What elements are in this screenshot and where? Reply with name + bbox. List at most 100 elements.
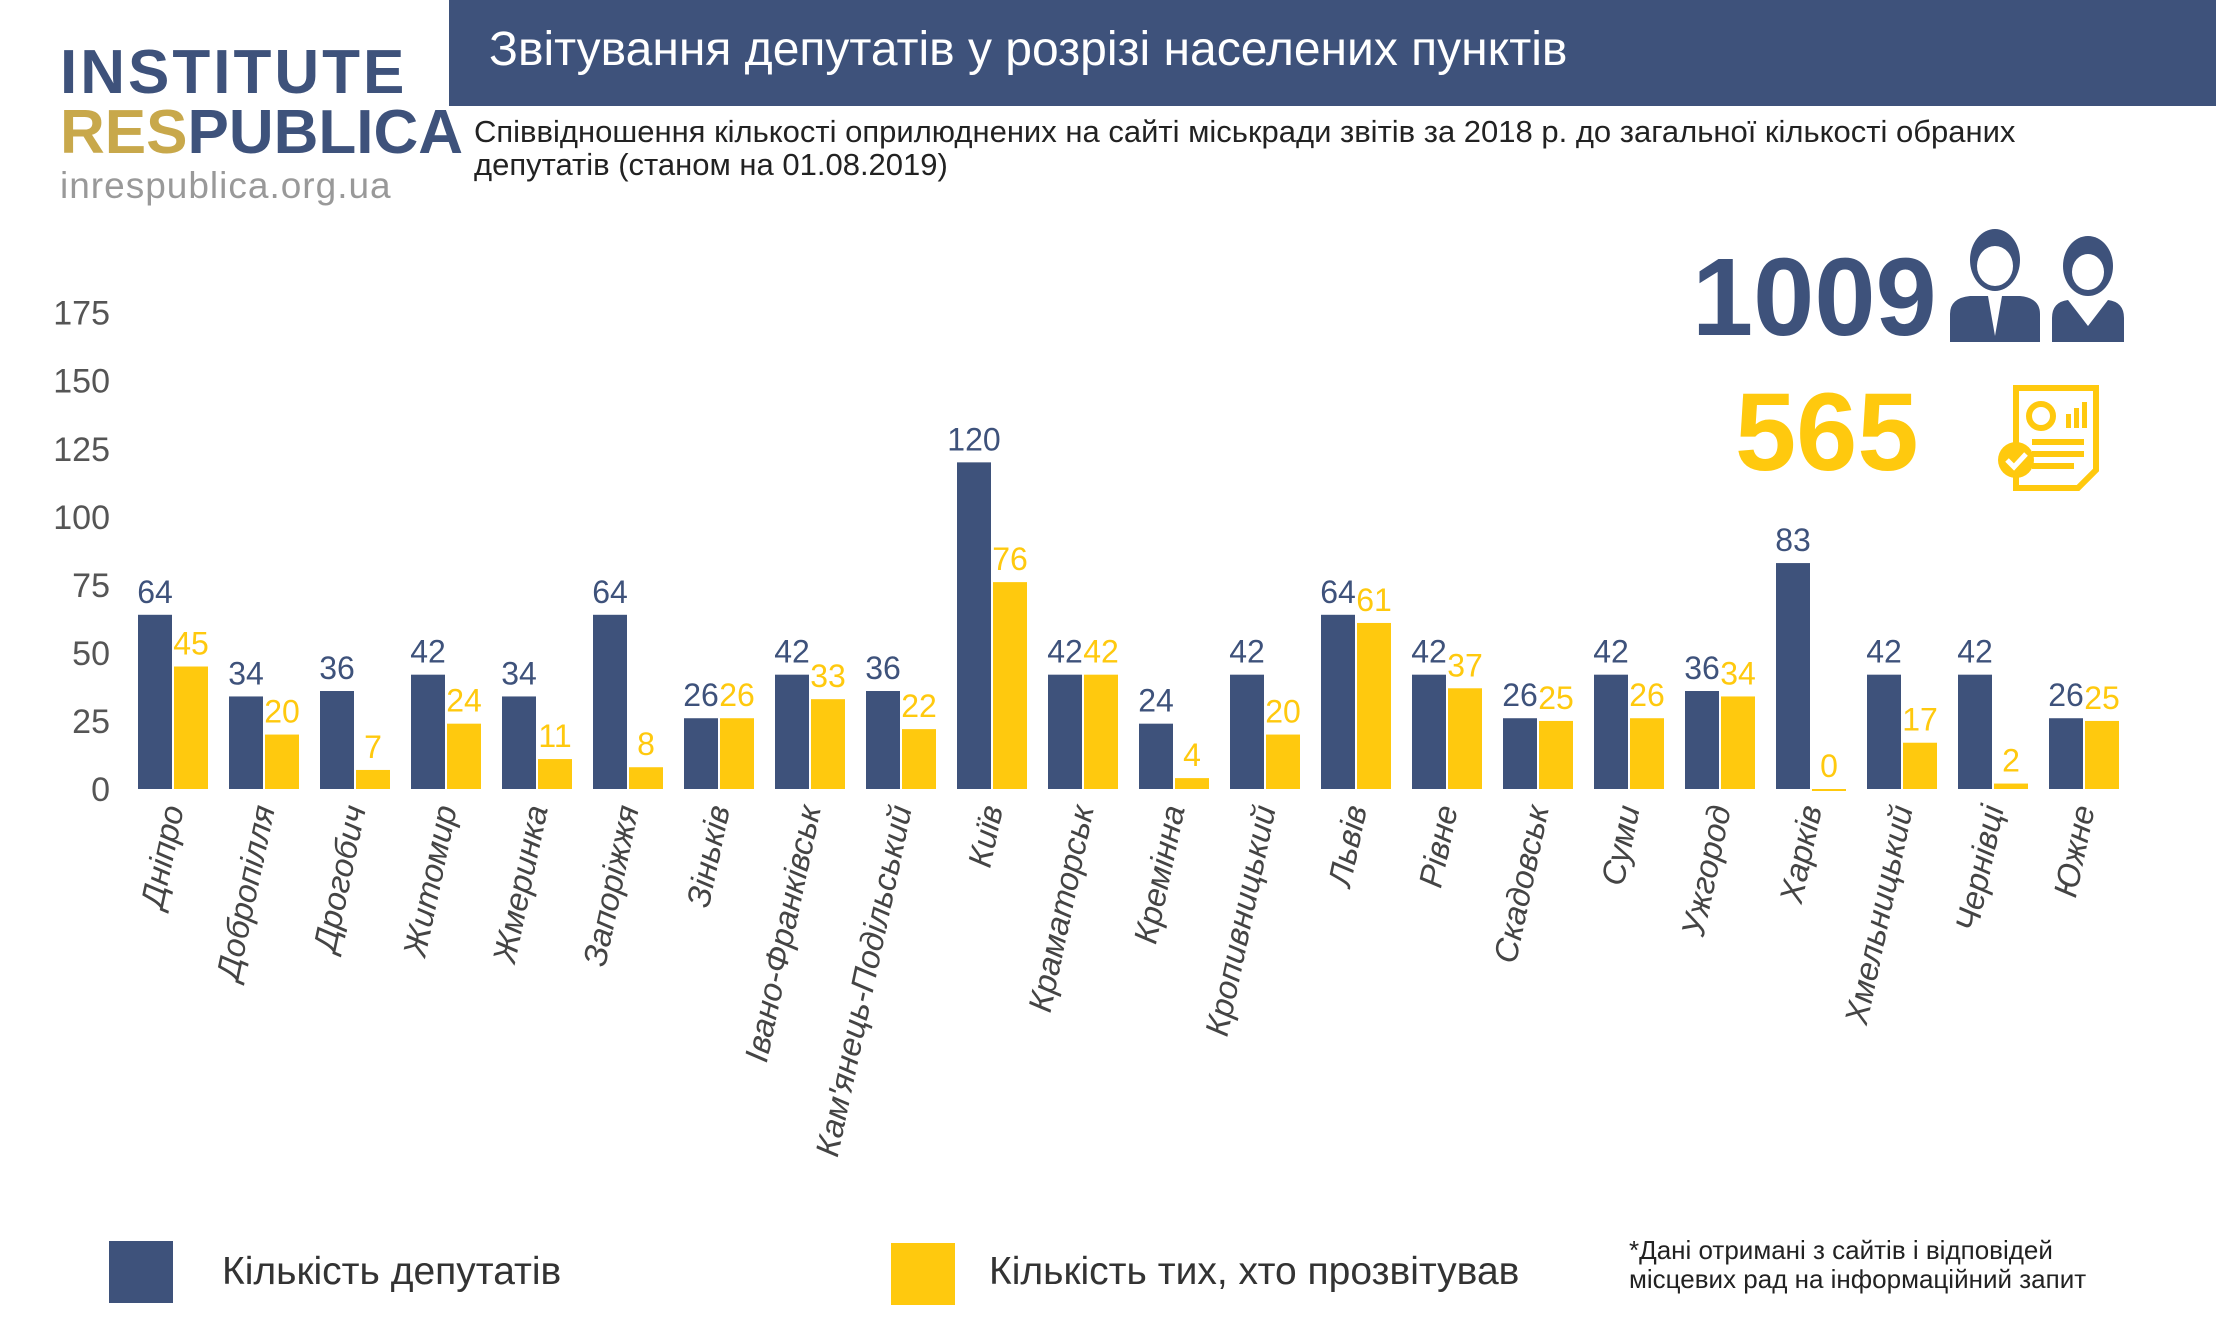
logo-res: RES xyxy=(60,98,188,167)
value-label-reported: 24 xyxy=(446,683,482,719)
value-label-deputies: 36 xyxy=(319,650,355,686)
x-tick-label: Скадовськ xyxy=(1486,800,1556,966)
bar-reported xyxy=(1539,720,1573,789)
value-label-reported: 34 xyxy=(1720,655,1756,691)
bar-deputies xyxy=(320,691,354,789)
value-label-deputies: 42 xyxy=(1593,634,1629,670)
value-label-deputies: 83 xyxy=(1775,522,1811,558)
value-label-deputies: 26 xyxy=(683,677,719,713)
value-label-deputies: 64 xyxy=(137,574,173,610)
value-label-reported: 45 xyxy=(173,626,209,662)
x-tick-label: Кам'янець-Подільський xyxy=(808,802,919,1160)
value-label-deputies: 26 xyxy=(1502,677,1538,713)
x-tick-label: Запоріжжя xyxy=(576,802,646,970)
x-tick-label: Чернівці xyxy=(1948,800,2011,934)
bar-deputies xyxy=(1412,674,1446,789)
logo-line1: INSTITUTE xyxy=(60,38,408,107)
logo-publica: PUBLICA xyxy=(187,98,464,167)
bar-reported xyxy=(1721,696,1755,789)
bar-reported xyxy=(811,699,845,789)
value-label-deputies: 26 xyxy=(2048,677,2084,713)
bar-reported xyxy=(720,718,754,789)
bar-deputies xyxy=(1230,674,1264,789)
x-tick-label: Дніпро xyxy=(132,802,191,915)
x-tick-label: Добропілля xyxy=(208,802,282,987)
value-label-reported: 26 xyxy=(1629,677,1665,713)
value-label-reported: 2 xyxy=(2002,743,2020,779)
value-label-reported: 76 xyxy=(992,541,1028,577)
bar-deputies xyxy=(684,718,718,789)
x-tick-label: Жмеринка xyxy=(485,802,555,968)
y-tick-label: 100 xyxy=(53,499,110,537)
x-tick-label: Київ xyxy=(961,802,1010,871)
value-label-deputies: 42 xyxy=(774,634,810,670)
value-label-deputies: 34 xyxy=(228,655,264,691)
y-tick-label: 150 xyxy=(53,363,110,401)
value-label-reported: 42 xyxy=(1083,634,1119,670)
bar-deputies xyxy=(1958,674,1992,789)
value-label-reported: 8 xyxy=(637,726,655,762)
value-label-reported: 0 xyxy=(1820,748,1838,784)
x-tick-label: Ужгород xyxy=(1674,802,1738,940)
value-label-deputies: 64 xyxy=(1320,574,1356,610)
bar-deputies xyxy=(1867,674,1901,789)
value-label-deputies: 36 xyxy=(865,650,901,686)
subtitle: Співвідношення кількості оприлюднених на… xyxy=(474,114,2016,182)
value-label-reported: 61 xyxy=(1356,582,1392,618)
legend-swatch-deputies xyxy=(109,1241,173,1303)
value-label-deputies: 120 xyxy=(947,421,1000,457)
bar-deputies xyxy=(957,462,991,789)
value-label-deputies: 42 xyxy=(1411,634,1447,670)
bar-deputies xyxy=(1048,674,1082,789)
value-label-reported: 20 xyxy=(1265,694,1301,730)
y-tick-label: 0 xyxy=(91,771,110,809)
bar-deputies xyxy=(138,614,172,789)
value-label-deputies: 36 xyxy=(1684,650,1720,686)
value-label-deputies: 42 xyxy=(1866,634,1902,670)
value-label-reported: 26 xyxy=(719,677,755,713)
y-tick-label: 50 xyxy=(72,635,110,673)
x-tick-label: Зіньків xyxy=(679,802,737,911)
value-label-reported: 4 xyxy=(1183,737,1201,773)
value-label-reported: 25 xyxy=(1538,680,1574,716)
value-label-deputies: 24 xyxy=(1138,683,1174,719)
bar-reported xyxy=(1266,734,1300,789)
value-label-deputies: 42 xyxy=(1957,634,1993,670)
value-label-reported: 25 xyxy=(2084,680,2120,716)
logo-url: inrespublica.org.ua xyxy=(60,165,392,206)
bar-reported xyxy=(1630,718,1664,789)
bar-reported xyxy=(2085,720,2119,789)
bar-reported xyxy=(538,759,572,789)
x-tick-label: Южне xyxy=(2046,802,2102,901)
bar-reported xyxy=(993,582,1027,789)
y-tick-label: 125 xyxy=(53,431,110,469)
bar-reported xyxy=(1994,783,2028,789)
x-tick-label: Житомир xyxy=(395,802,464,962)
x-axis: Дніпро Добропілля Дрогобич Житомир Жмеринка З… xyxy=(132,800,2102,1160)
page-title: Звітування депутатів у розрізі населених… xyxy=(489,23,1568,76)
total-deputies: 1009 xyxy=(1692,236,1937,359)
report-check-icon xyxy=(1998,385,2099,491)
x-tick-label: Рівне xyxy=(1411,802,1464,891)
bar-reported xyxy=(1812,789,1846,791)
x-tick-label: Івано-Франківськ xyxy=(737,800,828,1065)
y-axis: 0 25 50 75 100 125 150 175 xyxy=(53,295,110,809)
bar-reported xyxy=(1357,622,1391,789)
bar-deputies xyxy=(866,691,900,789)
bar-deputies xyxy=(1685,691,1719,789)
bar-reported xyxy=(902,729,936,789)
bar-deputies xyxy=(593,614,627,789)
bar-reported xyxy=(265,734,299,789)
bar-deputies xyxy=(229,696,263,789)
bar-deputies xyxy=(775,674,809,789)
value-label-reported: 11 xyxy=(538,718,571,754)
bar-deputies xyxy=(1503,718,1537,789)
footnote-line2: місцевих рад на інформаційний запит xyxy=(1629,1264,2087,1294)
header-bar: Звітування депутатів у розрізі населених… xyxy=(449,0,2216,106)
bar-reported xyxy=(356,769,390,789)
bar-deputies xyxy=(1139,723,1173,789)
y-tick-label: 75 xyxy=(72,567,110,605)
value-label-reported: 33 xyxy=(810,658,846,694)
bar-reported xyxy=(1175,778,1209,789)
legend-label-deputies: Кількість депутатів xyxy=(222,1250,562,1293)
